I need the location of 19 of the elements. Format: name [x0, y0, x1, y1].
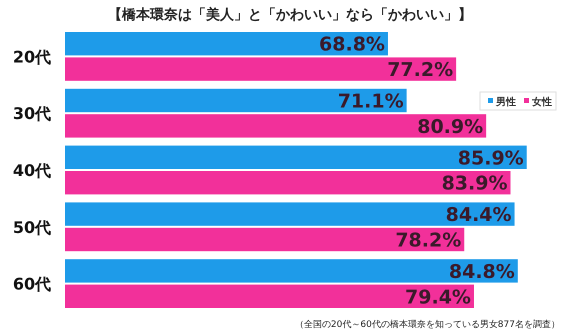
data-label: 80.9% — [417, 116, 484, 138]
data-label: 79.4% — [405, 286, 471, 308]
data-label: 84.8% — [448, 260, 515, 283]
data-label: 77.2% — [387, 59, 454, 82]
y-tick-label: 40代 — [12, 161, 52, 180]
data-label: 85.9% — [458, 147, 524, 170]
data-label: 78.2% — [395, 230, 462, 252]
y-tick-label: 30代 — [12, 104, 52, 124]
legend-label: 女性 — [531, 96, 552, 108]
chart-title: 【橋本環奈は「美人」と「かわいい」なら「かわいい」】 — [108, 6, 472, 23]
legend-label: 男性 — [495, 96, 516, 108]
y-tick-label: 50代 — [12, 218, 52, 237]
data-label: 84.4% — [446, 204, 512, 226]
y-tick-label: 20代 — [12, 47, 52, 66]
text: （全国の20代～60代の橋本環奈を知っている男女877名を調査） — [294, 319, 560, 330]
data-label: 71.1% — [338, 90, 404, 112]
data-label: 68.8% — [319, 34, 385, 56]
data-label: 83.9% — [442, 172, 508, 195]
y-tick-label: 60代 — [12, 274, 52, 294]
